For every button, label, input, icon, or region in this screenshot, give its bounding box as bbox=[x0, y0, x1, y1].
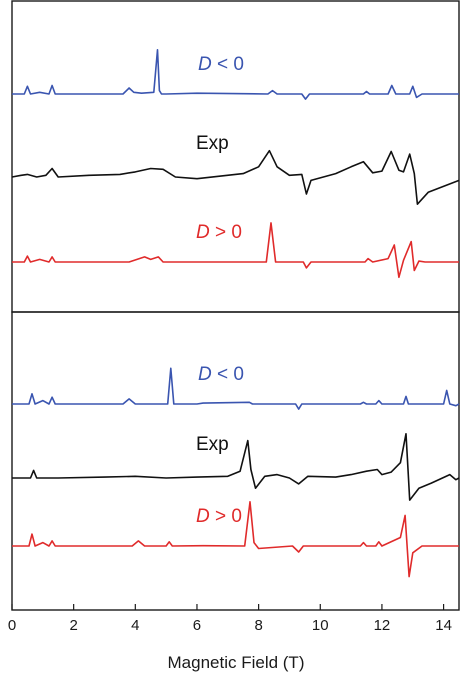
series-line-top-blue bbox=[12, 49, 459, 100]
series-label-black: Exp bbox=[196, 434, 229, 455]
x-tick-label: 2 bbox=[69, 617, 77, 634]
series-line-bottom-black bbox=[12, 433, 460, 501]
series-label-blue: D < 0 bbox=[198, 54, 244, 75]
series-line-bottom-blue bbox=[12, 367, 460, 410]
series-line-bottom-red bbox=[12, 501, 459, 578]
x-tick-label: 0 bbox=[8, 617, 16, 634]
x-tick-label: 8 bbox=[254, 617, 262, 634]
x-axis: 0 2 4 6 8 10 12 14 bbox=[8, 604, 452, 634]
x-tick-label: 10 bbox=[312, 617, 329, 634]
x-axis-label: Magnetic Field (T) bbox=[168, 653, 305, 672]
x-tick-label: 12 bbox=[374, 617, 391, 634]
panels-layer: D < 0 Exp D > 0 D < 0 Exp D > 0 bbox=[11, 0, 460, 611]
series-line-top-black bbox=[11, 149, 460, 205]
x-tick-label: 4 bbox=[131, 617, 139, 634]
x-tick-label: 14 bbox=[435, 617, 452, 634]
panel-frame bbox=[11, 0, 460, 313]
series-label-black: Exp bbox=[196, 133, 229, 154]
panel-bottom: D < 0 Exp D > 0 bbox=[11, 311, 460, 611]
series-label-blue: D < 0 bbox=[198, 364, 244, 385]
panel-top: D < 0 Exp D > 0 bbox=[11, 0, 460, 313]
panel-frame bbox=[11, 311, 460, 611]
x-tick-label: 6 bbox=[193, 617, 201, 634]
series-label-red: D > 0 bbox=[196, 506, 242, 527]
series-line-top-red bbox=[12, 222, 459, 279]
series-label-red: D > 0 bbox=[196, 222, 242, 243]
